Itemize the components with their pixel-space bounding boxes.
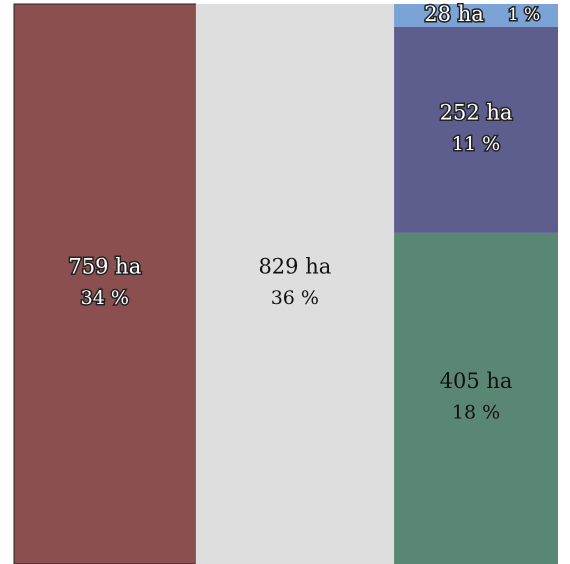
share-label: 18 % [452,401,500,423]
cell [394,26,558,233]
share-label: 1 % [508,5,540,25]
cell [394,232,558,564]
value-label: 405 ha [440,369,513,393]
share-label: 11 % [452,133,500,155]
value-label: 759 ha [68,255,141,279]
value-label: 829 ha [258,255,331,279]
cell [394,4,558,27]
value-label: 28 ha [424,2,483,26]
value-label: 252 ha [440,100,513,124]
cell [195,4,395,564]
share-label: 34 % [81,287,129,309]
cell [13,3,197,564]
share-label: 36 % [271,287,319,309]
